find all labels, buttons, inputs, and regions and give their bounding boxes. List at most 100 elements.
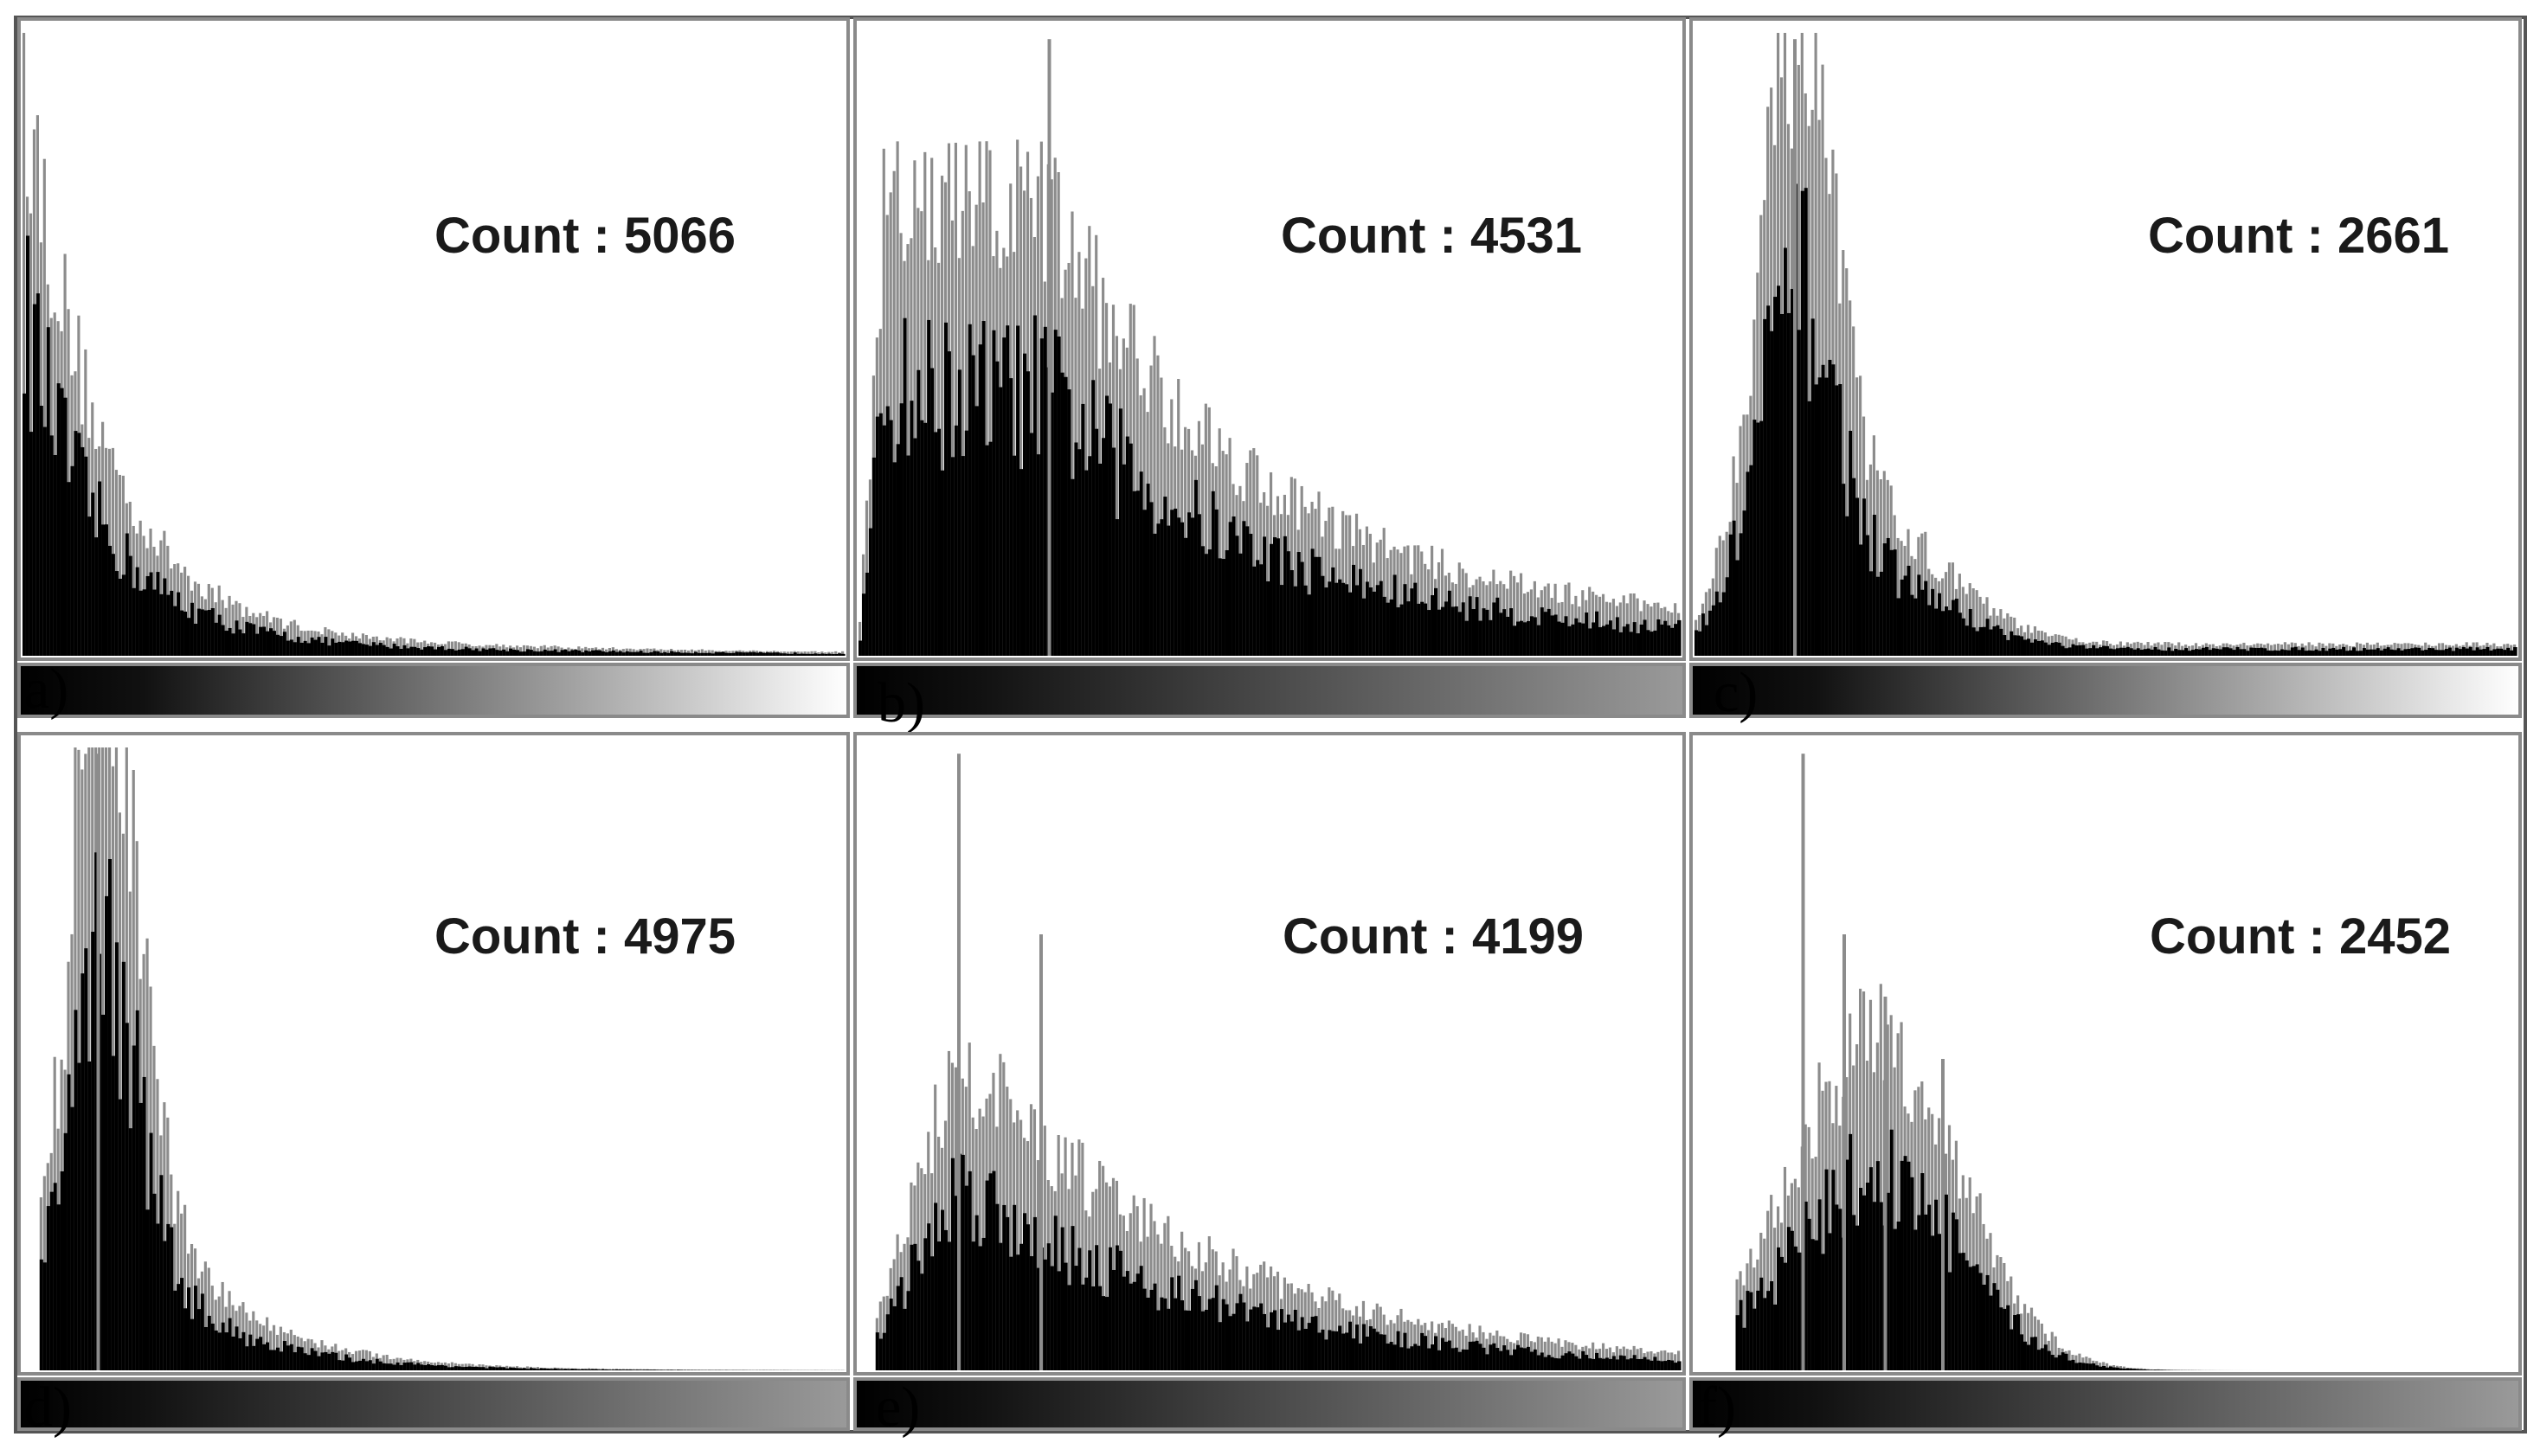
histogram-bar <box>1153 1283 1157 1370</box>
histogram-overlay-bar <box>1245 1266 1249 1370</box>
histogram-bar <box>341 642 345 656</box>
histogram-bar <box>1231 1313 1237 1370</box>
histogram-bars <box>1694 33 2517 657</box>
histogram-bar <box>2150 649 2155 656</box>
histogram-bar <box>1231 516 1237 656</box>
histogram-bar <box>1324 587 1328 656</box>
histogram-bar <box>324 637 328 656</box>
histogram-bar <box>402 645 407 656</box>
histogram-overlay-bar <box>382 1355 385 1370</box>
histogram-bar <box>1964 625 1970 656</box>
histogram-bars <box>23 33 846 657</box>
histogram-bar <box>1283 1322 1288 1370</box>
histogram-bar <box>2054 1357 2059 1370</box>
histogram-bar <box>1105 1297 1109 1370</box>
histogram-overlay-bar <box>1588 587 1592 656</box>
histogram-bar <box>371 1363 376 1370</box>
histogram-bar <box>1643 1357 1648 1370</box>
histogram-bar <box>2170 651 2175 656</box>
histogram-bar <box>704 652 709 656</box>
histogram-bar <box>2057 1355 2062 1370</box>
histogram-bar <box>2157 649 2161 656</box>
histogram-bar <box>2447 647 2453 656</box>
histogram-bar <box>598 650 602 656</box>
histogram-overlay-bar <box>1417 545 1420 656</box>
histogram-bar <box>1303 585 1309 656</box>
histogram-overlay-bar <box>1396 549 1399 656</box>
histogram-overlay-bar <box>1009 1099 1013 1370</box>
histogram-bar <box>118 578 123 656</box>
histogram-bar <box>1763 318 1767 656</box>
histogram-bar <box>2228 648 2234 656</box>
intensity-gradient-bar <box>1689 663 2522 718</box>
histogram-bar <box>1382 1334 1387 1370</box>
histogram-bar <box>1361 1324 1366 1370</box>
histogram-overlay-bar <box>1153 336 1156 656</box>
histogram-overlay-bar <box>1029 197 1033 656</box>
histogram-panel-b: Count : 4531 b) <box>853 17 1686 734</box>
histogram-bar <box>1999 628 2003 656</box>
histogram-bar <box>618 651 623 656</box>
histogram-overlay-bar <box>1307 513 1310 656</box>
histogram-bar <box>2492 649 2497 656</box>
histogram-overlay-bar <box>1252 447 1256 656</box>
histogram-bar <box>1358 568 1363 656</box>
histogram-bar <box>1975 1264 1980 1370</box>
histogram-bar <box>1900 579 1905 656</box>
histogram-bar <box>1941 611 1945 656</box>
histogram-bar <box>313 639 318 656</box>
histogram-bar <box>690 653 695 656</box>
histogram-bar <box>440 645 445 656</box>
intensity-gradient-bar <box>1689 1377 2522 1431</box>
histogram-bar <box>1276 538 1281 656</box>
histogram-bar <box>1365 581 1370 656</box>
histogram-overlay-bar <box>920 1168 923 1370</box>
histogram-bar <box>628 651 633 656</box>
histogram-bar <box>1495 597 1500 656</box>
histogram-bar <box>320 642 325 656</box>
histogram-bar <box>334 642 338 656</box>
histogram-bar <box>1879 571 1884 656</box>
histogram-bar <box>2125 1368 2131 1370</box>
histogram-bar <box>1533 617 1538 656</box>
histogram-bar <box>177 592 181 656</box>
histogram-bar <box>1646 1359 1650 1370</box>
histogram-bar <box>2102 645 2106 656</box>
histogram-bar <box>1604 1357 1610 1370</box>
histogram-bar <box>2167 647 2171 656</box>
histogram-overlay-bar <box>118 812 121 1370</box>
histogram-overlay-bar <box>77 749 80 1370</box>
histogram-bar <box>1184 1310 1188 1370</box>
histogram-bar <box>464 646 469 656</box>
histogram-bar <box>782 653 788 656</box>
histogram-overlay-bar <box>453 641 457 656</box>
histogram-bar <box>2297 650 2302 656</box>
histogram-bar <box>210 1323 215 1370</box>
histogram-overlay-bar <box>2040 1323 2043 1370</box>
histogram-bar <box>916 1260 921 1370</box>
histogram-bar <box>2465 648 2470 656</box>
histogram-bar <box>245 1346 249 1370</box>
histogram-bar <box>481 1367 485 1370</box>
histogram-overlay-bar <box>978 1108 981 1370</box>
histogram-bar <box>1725 577 1730 656</box>
histogram-bar <box>471 650 476 656</box>
histogram-bar <box>1927 605 1932 656</box>
histogram-bar <box>1714 591 1720 656</box>
histogram-bar <box>2115 1367 2120 1370</box>
histogram-bar <box>389 648 394 656</box>
histogram-bar <box>25 235 30 656</box>
histogram-overlay-bar <box>1557 1338 1560 1370</box>
histogram-bar <box>574 1369 578 1370</box>
histogram-bar <box>1543 612 1548 656</box>
histogram-bar <box>180 1278 184 1370</box>
histogram-overlay-bar <box>1855 1044 1859 1370</box>
histogram-bar <box>1272 1310 1277 1370</box>
histogram-bar <box>992 1171 996 1370</box>
histogram-overlay-bar <box>581 648 584 656</box>
histogram-bar <box>1797 330 1802 656</box>
histogram-bar <box>460 649 466 656</box>
histogram-bar <box>272 1350 277 1370</box>
histogram-bar <box>1314 556 1319 656</box>
histogram-bar <box>210 607 215 656</box>
